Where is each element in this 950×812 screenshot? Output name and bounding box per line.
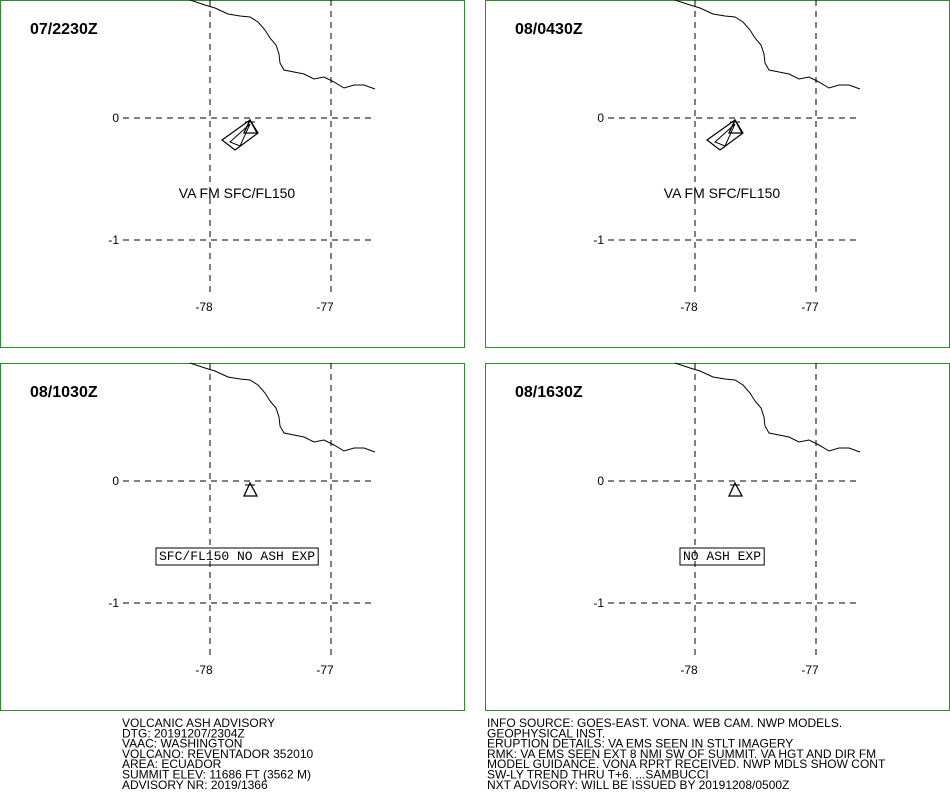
ash-annotation: SFC/FL150 NO ASH EXP bbox=[159, 549, 315, 564]
panel-border bbox=[0, 363, 465, 711]
advisory-line: VAAC: WASHINGTON bbox=[122, 737, 242, 751]
volcano-symbol bbox=[242, 481, 259, 497]
advisory-line: RMK: VA EMS SEEN EXT 8 NMI SW OF SUMMIT.… bbox=[487, 747, 876, 761]
volcano-symbol bbox=[242, 118, 259, 134]
latitude-label: 0 bbox=[112, 111, 119, 125]
longitude-label: -78 bbox=[195, 663, 213, 677]
coastline bbox=[674, 362, 861, 453]
volcano-symbol bbox=[727, 481, 744, 497]
valid-time: 08/1630Z bbox=[515, 384, 583, 401]
advisory-line: NXT ADVISORY: WILL BE ISSUED BY 20191208… bbox=[487, 778, 789, 792]
panel-border bbox=[485, 363, 950, 711]
panel-border bbox=[485, 0, 950, 348]
valid-time: 07/2230Z bbox=[30, 21, 98, 38]
coastline bbox=[674, 0, 861, 90]
longitude-label: -77 bbox=[316, 663, 334, 677]
valid-time: 08/1030Z bbox=[30, 384, 98, 401]
coastline bbox=[189, 0, 376, 90]
advisory-line: GEOPHYSICAL INST. bbox=[487, 726, 605, 740]
map-panel: 0 -1 -78 -77 08/0430Z VA FM SFC/FL150 bbox=[485, 0, 950, 348]
ash-area bbox=[705, 119, 744, 151]
ash-annotation: NO ASH EXP bbox=[683, 549, 761, 564]
longitude-label: -77 bbox=[801, 300, 819, 314]
annotation-box bbox=[679, 547, 765, 566]
map-panel: 0 -1 -78 -77 08/1630Z NO ASH EXP bbox=[485, 362, 950, 711]
map-panel: 0 -1 -78 -77 07/2230Z VA FM SFC/FL150 bbox=[0, 0, 465, 348]
advisory-line: DTG: 20191207/2304Z bbox=[122, 726, 245, 740]
annotation-box bbox=[155, 547, 319, 566]
advisory-line: ERUPTION DETAILS: VA EMS SEEN IN STLT IM… bbox=[487, 737, 793, 751]
valid-time: 08/0430Z bbox=[515, 21, 583, 38]
longitude-label: -78 bbox=[195, 300, 213, 314]
map-panel: 0 -1 -78 -77 08/1030Z SFC/FL150 NO ASH EXP bbox=[0, 362, 465, 711]
latitude-label: -1 bbox=[593, 596, 604, 610]
latitude-label: -1 bbox=[593, 233, 604, 247]
ash-annotation: VA FM SFC/FL150 bbox=[664, 185, 781, 201]
advisory-line: SUMMIT ELEV: 11686 FT (3562 M) bbox=[122, 768, 311, 782]
advisory-line: INFO SOURCE: GOES-EAST. VONA. WEB CAM. N… bbox=[487, 716, 842, 730]
latitude-label: -1 bbox=[108, 233, 119, 247]
longitude-label: -78 bbox=[680, 300, 698, 314]
advisory-line: MODEL GUIDANCE. VONA RPRT RECEIVED. NWP … bbox=[487, 757, 886, 771]
volcano-symbol bbox=[727, 118, 744, 134]
longitude-label: -77 bbox=[316, 300, 334, 314]
advisory-line: AREA: ECUADOR bbox=[122, 757, 222, 771]
latitude-label: 0 bbox=[112, 474, 119, 488]
longitude-label: -77 bbox=[801, 663, 819, 677]
advisory-line: VOLCANO: REVENTADOR 352010 bbox=[122, 747, 314, 761]
ash-area bbox=[220, 119, 259, 151]
ash-area-inner bbox=[229, 123, 251, 147]
latitude-label: -1 bbox=[108, 596, 119, 610]
latitude-label: 0 bbox=[597, 474, 604, 488]
longitude-label: -78 bbox=[680, 663, 698, 677]
advisory-line: VOLCANIC ASH ADVISORY bbox=[122, 716, 275, 730]
coastline bbox=[189, 362, 376, 453]
ash-annotation: VA FM SFC/FL150 bbox=[179, 185, 296, 201]
panel-border bbox=[0, 0, 465, 348]
advisory-line: ADVISORY NR: 2019/1366 bbox=[122, 778, 268, 792]
latitude-label: 0 bbox=[597, 111, 604, 125]
advisory-line: SW-LY TREND THRU T+6. ...SAMBUCCI bbox=[487, 768, 709, 782]
ash-area-inner bbox=[714, 123, 736, 147]
